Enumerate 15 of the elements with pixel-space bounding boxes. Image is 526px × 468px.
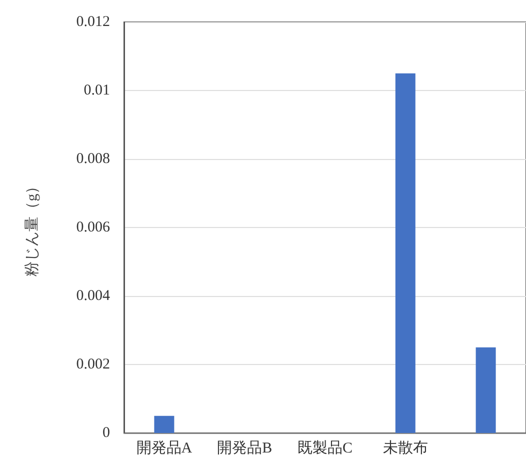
y-tick-label: 0.002: [76, 356, 110, 372]
bar: [154, 416, 174, 433]
y-tick-label: 0.012: [76, 14, 110, 30]
x-tick-label: 開発品B: [217, 440, 272, 456]
y-tick-label: 0.01: [84, 82, 110, 98]
y-tick-label: 0.008: [76, 151, 110, 167]
x-tick-label: 開発品A: [136, 440, 192, 456]
x-tick-label: 未散布: [382, 440, 428, 456]
bar: [395, 73, 416, 433]
x-tick-label: 既製品C: [297, 440, 353, 456]
y-tick-label: 0: [102, 425, 110, 441]
bar: [476, 347, 496, 433]
y-tick-label: 0.006: [76, 220, 110, 236]
y-tick-label: 0.004: [76, 288, 110, 304]
y-axis-title: 粉じん量（g）: [24, 178, 40, 276]
